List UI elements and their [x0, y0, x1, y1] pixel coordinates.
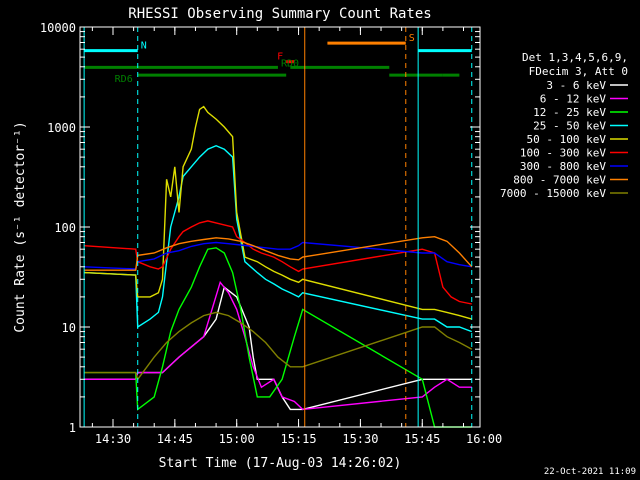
x-tick-label-1: 14:45	[157, 432, 193, 446]
x-tick-label-4: 15:30	[342, 432, 378, 446]
series-line-5	[84, 220, 472, 305]
legend-label-1: 6 - 12 keV	[540, 93, 607, 106]
plot-frame	[79, 26, 481, 428]
x-tick-label-6: 16:00	[466, 432, 502, 446]
y-tick-label-4: 10000	[40, 21, 76, 35]
x-tick-label-0: 14:30	[95, 432, 131, 446]
y-axis-label: Count Rate (s⁻¹ detector⁻¹)	[13, 121, 28, 332]
vertical-markers	[83, 27, 473, 427]
y-tick-label-0: 1	[69, 421, 76, 435]
series-line-0	[84, 285, 472, 411]
x-tick-label-3: 15:15	[280, 432, 316, 446]
flag-label-rd6: RD6	[115, 74, 133, 85]
series-line-3	[84, 144, 473, 333]
y-tick-label-1: 10	[62, 321, 76, 335]
legend-header-1: FDecim 3, Att 0	[529, 65, 628, 78]
y-tick-label-3: 1000	[47, 121, 76, 135]
legend-label-3: 25 - 50 keV	[533, 120, 606, 133]
x-axis-label: Start Time (17-Aug-03 14:26:02)	[159, 456, 402, 471]
series-layer	[84, 105, 473, 428]
legend: Det 1,3,4,5,6,9,FDecim 3, Att 03 - 6 keV…	[500, 51, 628, 200]
legend-label-4: 50 - 100 keV	[527, 133, 607, 146]
flag-label-rd0: RD0	[281, 58, 299, 69]
series-line-4	[84, 105, 472, 320]
axes-layer: 14:30 14:45 15:00 15:15 15:30 15:45 16:00 1 10 10…	[40, 21, 502, 446]
series-line-8	[84, 311, 473, 381]
x-tick-label-5: 15:45	[404, 432, 440, 446]
legend-label-2: 12 - 25 keV	[533, 106, 606, 119]
legend-label-7: 800 - 7000 keV	[513, 174, 606, 187]
flag-label-f: F	[277, 52, 283, 63]
legend-label-5: 100 - 300 keV	[520, 147, 606, 160]
series-line-6	[84, 241, 472, 270]
series-line-7	[84, 235, 473, 271]
legend-label-6: 300 - 800 keV	[520, 160, 606, 173]
legend-label-8: 7000 - 15000 keV	[500, 187, 606, 200]
series-line-1	[84, 280, 472, 411]
flag-label-n: N	[141, 41, 147, 52]
x-tick-label-2: 15:00	[219, 432, 255, 446]
legend-label-0: 3 - 6 keV	[546, 79, 606, 92]
series-line-2	[84, 247, 472, 428]
y-tick-label-2: 100	[54, 221, 76, 235]
footer-date: 22-Oct-2021 11:09	[544, 467, 636, 477]
chart-title: RHESSI Observing Summary Count Rates	[128, 6, 431, 22]
legend-header-0: Det 1,3,4,5,6,9,	[522, 51, 628, 64]
flag-label-s: S	[409, 33, 415, 44]
